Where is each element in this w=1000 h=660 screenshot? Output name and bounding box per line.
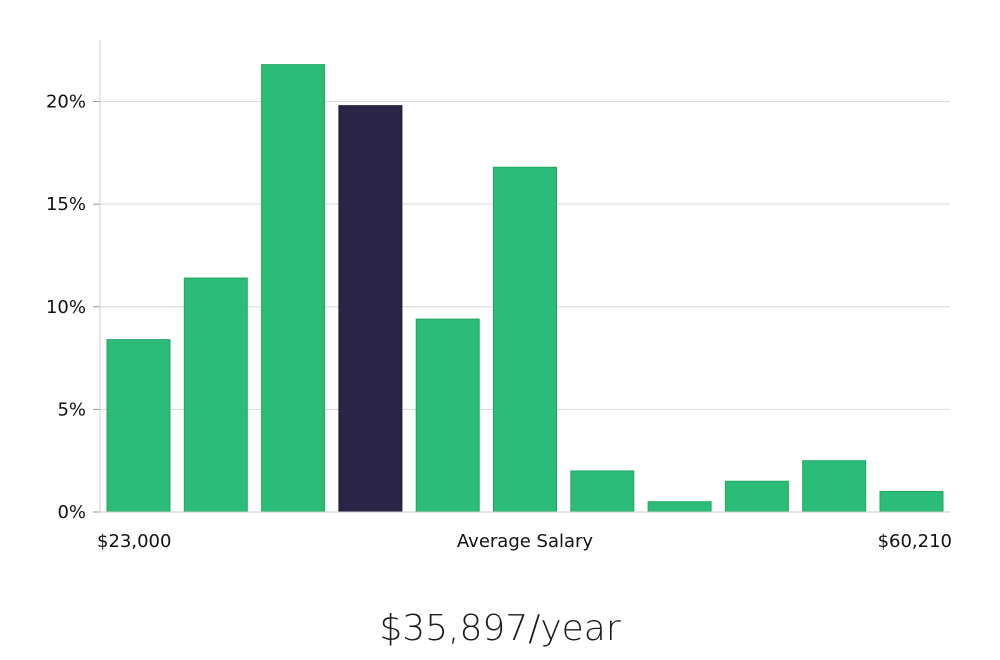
bar: [724, 480, 789, 513]
bar: [493, 166, 557, 513]
y-tick-label: 10%: [46, 297, 86, 318]
y-tick-label: 15%: [46, 194, 86, 215]
y-tick-label: 0%: [57, 502, 86, 523]
bar-highlighted: [338, 105, 403, 513]
bar: [415, 318, 480, 513]
x-axis-max-label: $60,210: [878, 531, 952, 552]
salary-histogram-chart: 0% 5% 10% 15% 20% $23,000 Average Salary $60…: [46, 40, 952, 552]
bar: [647, 501, 712, 513]
bars: [106, 64, 944, 513]
y-axis-tick-labels: 0% 5% 10% 15% 20%: [46, 92, 100, 523]
y-tick-label: 5%: [57, 399, 86, 420]
bar: [802, 460, 867, 513]
bar: [261, 64, 326, 513]
x-axis-center-label: Average Salary: [457, 531, 594, 552]
y-tick-label: 20%: [46, 92, 86, 113]
bar: [570, 470, 635, 513]
average-salary-value: $35,897/year: [379, 608, 621, 649]
x-axis-min-label: $23,000: [97, 531, 171, 552]
bar: [183, 277, 248, 513]
bar: [106, 339, 171, 513]
bar: [879, 490, 944, 513]
